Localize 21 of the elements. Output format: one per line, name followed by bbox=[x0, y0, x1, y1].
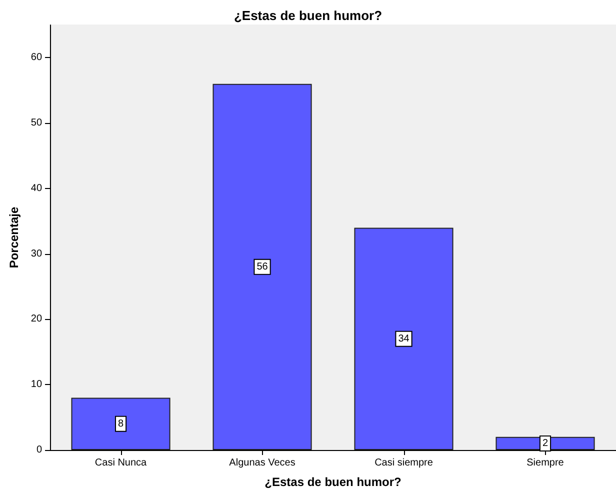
y-tick-label: 30 bbox=[30, 248, 42, 260]
data-label: 34 bbox=[398, 333, 410, 344]
x-tick-label: Algunas Veces bbox=[229, 458, 296, 468]
data-label: 56 bbox=[256, 261, 268, 272]
x-axis-title: ¿Estas de buen humor? bbox=[264, 475, 402, 489]
y-tick-label: 40 bbox=[30, 182, 42, 194]
y-tick-label: 50 bbox=[30, 118, 42, 129]
y-tick-label: 0 bbox=[36, 444, 42, 456]
bar bbox=[212, 84, 312, 450]
chart-title: ¿Estas de buen humor? bbox=[234, 8, 382, 23]
x-tick-label: Casi siempre bbox=[374, 458, 434, 468]
x-tick-label: Casi Nunca bbox=[94, 458, 148, 468]
data-label: 8 bbox=[118, 418, 124, 430]
bar bbox=[354, 228, 454, 450]
y-axis-title: Porcentaje bbox=[7, 206, 21, 268]
y-tick-label: 60 bbox=[30, 52, 42, 64]
data-label: 2 bbox=[542, 438, 548, 449]
x-tick-label: Siempre bbox=[526, 458, 564, 468]
y-tick-label: 20 bbox=[30, 314, 42, 325]
y-tick-label: 10 bbox=[30, 379, 42, 390]
bar bbox=[71, 398, 170, 450]
